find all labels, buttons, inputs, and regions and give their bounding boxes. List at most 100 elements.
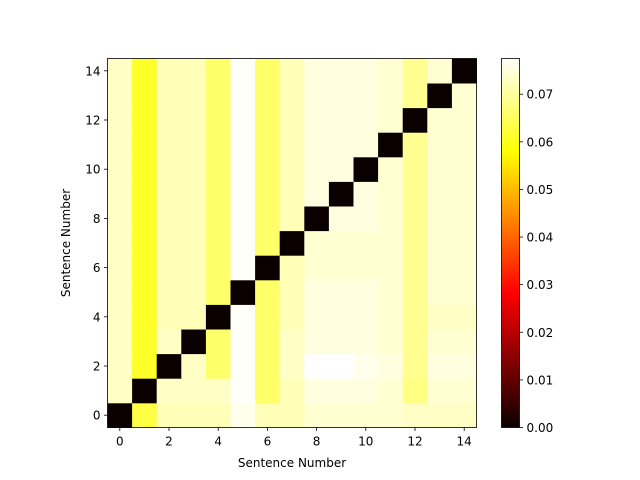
heatmap-cell — [353, 353, 379, 379]
heatmap-cell — [279, 329, 305, 355]
heatmap-cell — [107, 353, 133, 379]
heatmap-cell — [353, 230, 379, 256]
heatmap-cell — [353, 58, 379, 84]
heatmap-cell — [353, 181, 379, 207]
heatmap-cell — [304, 353, 330, 379]
heatmap-cell — [353, 107, 379, 133]
heatmap-cell — [353, 206, 379, 232]
heatmap-cell — [107, 181, 133, 207]
heatmap-cell — [451, 206, 477, 232]
heatmap-cell — [427, 230, 453, 256]
heatmap-cell — [304, 304, 330, 330]
heatmap-cell — [328, 255, 354, 281]
colorbar-frame — [501, 58, 520, 428]
colorbar-tick-label: 0.03 — [527, 278, 554, 292]
heatmap-cell — [378, 230, 404, 256]
heatmap-cell — [328, 181, 354, 207]
heatmap-cell — [353, 304, 379, 330]
heatmap-cell — [402, 378, 428, 404]
heatmap-cell — [304, 206, 330, 232]
heatmap-cell — [451, 156, 477, 182]
heatmap-cell — [156, 329, 182, 355]
heatmap-cell — [230, 132, 256, 158]
heatmap-cell — [427, 83, 453, 109]
colorbar — [501, 58, 520, 428]
y-tick-label: 4 — [93, 310, 101, 324]
y-tick-label: 14 — [85, 64, 100, 78]
heatmap-cell — [279, 378, 305, 404]
heatmap-cell — [156, 107, 182, 133]
heatmap-cells — [107, 58, 477, 428]
heatmap-cell — [255, 402, 281, 428]
heatmap-cell — [181, 378, 207, 404]
y-tick-label: 2 — [93, 360, 101, 374]
heatmap-cell — [353, 156, 379, 182]
x-axis-label: Sentence Number — [238, 456, 346, 470]
heatmap-cell — [107, 156, 133, 182]
y-axis-ticks: 0 2 4 6 8 10 12 14 — [85, 64, 108, 423]
heatmap-cell — [132, 83, 158, 109]
heatmap-cell — [230, 156, 256, 182]
heatmap-cell — [304, 156, 330, 182]
heatmap-cell — [230, 83, 256, 109]
colorbar-tick-label: 0.06 — [527, 135, 554, 149]
plot-frame — [107, 58, 477, 428]
heatmap-cell — [353, 279, 379, 305]
heatmap-cell — [427, 206, 453, 232]
heatmap-cell — [255, 206, 281, 232]
heatmap-cell — [230, 304, 256, 330]
y-tick-label: 8 — [93, 212, 101, 226]
heatmap-cell — [255, 304, 281, 330]
heatmap-cell — [304, 329, 330, 355]
heatmap-cell — [255, 181, 281, 207]
heatmap-cell — [328, 206, 354, 232]
y-tick-label: 6 — [93, 261, 101, 275]
heatmap-cell — [132, 255, 158, 281]
heatmap-cell — [328, 353, 354, 379]
heatmap-cell — [378, 83, 404, 109]
colorbar-tick-label: 0.07 — [527, 88, 554, 102]
heatmap-cell — [181, 58, 207, 84]
heatmap-cell — [230, 255, 256, 281]
heatmap-cell — [255, 230, 281, 256]
y-tick-label: 0 — [93, 409, 101, 423]
heatmap-cell — [255, 378, 281, 404]
colorbar-tick-label: 0.01 — [527, 373, 554, 387]
heatmap-cell — [205, 353, 231, 379]
heatmap-cell — [427, 353, 453, 379]
heatmap-cell — [230, 402, 256, 428]
heatmap-cell — [378, 181, 404, 207]
heatmap-cell — [279, 58, 305, 84]
heatmap-cell — [279, 230, 305, 256]
heatmap-cell — [107, 206, 133, 232]
heatmap-cell — [304, 132, 330, 158]
heatmap-cell — [353, 83, 379, 109]
heatmap-cell — [107, 329, 133, 355]
heatmap-cell — [279, 83, 305, 109]
heatmap-cell — [156, 230, 182, 256]
heatmap-cell — [230, 230, 256, 256]
heatmap-cell — [304, 58, 330, 84]
heatmap-cell — [205, 156, 231, 182]
heatmap-cell — [181, 107, 207, 133]
heatmap-cell — [427, 378, 453, 404]
heatmap-cell — [230, 58, 256, 84]
heatmap-cell — [205, 329, 231, 355]
heatmap-cell — [205, 304, 231, 330]
heatmap-cell — [328, 304, 354, 330]
heatmap-cell — [255, 132, 281, 158]
heatmap-cell — [279, 353, 305, 379]
heatmap-cell — [205, 255, 231, 281]
heatmap-cell — [181, 255, 207, 281]
heatmap-cell — [328, 156, 354, 182]
heatmap-cell — [255, 279, 281, 305]
heatmap-cell — [402, 230, 428, 256]
heatmap-cell — [132, 402, 158, 428]
heatmap-cell — [181, 329, 207, 355]
heatmap-cell — [230, 353, 256, 379]
heatmap-cell — [427, 132, 453, 158]
heatmap-cell — [304, 255, 330, 281]
heatmap-cell — [402, 279, 428, 305]
heatmap-cell — [378, 329, 404, 355]
heatmap-cell — [205, 58, 231, 84]
